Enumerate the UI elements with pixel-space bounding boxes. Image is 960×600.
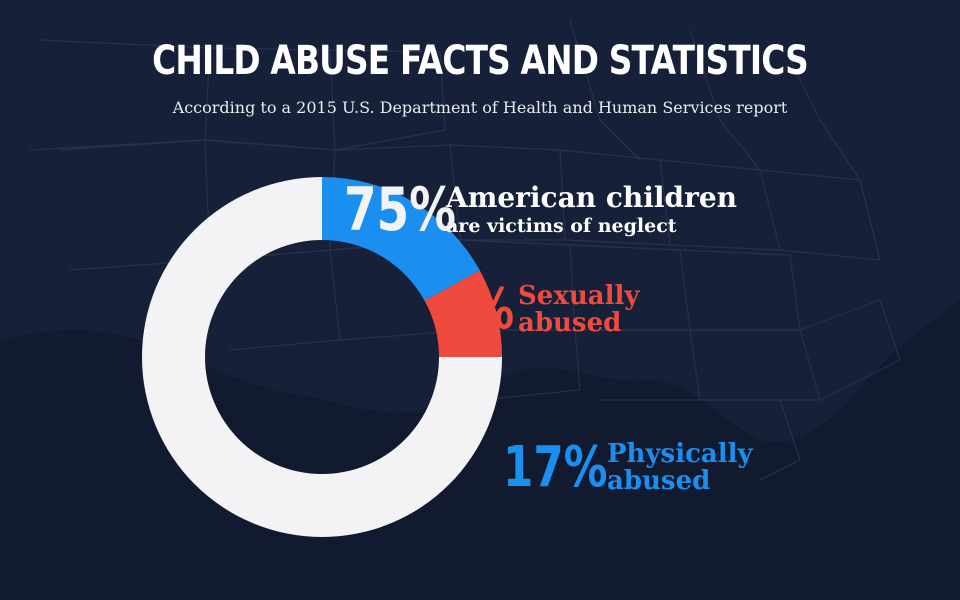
stat-physical: 17% Physically abused [503, 440, 753, 496]
donut-segment-sexual [424, 270, 502, 357]
stat-sexual: 8% Sexually abused [440, 282, 639, 338]
neglect-percent: 75% [344, 175, 457, 245]
physical-label: Physically abused [607, 438, 753, 496]
physical-label-line1: Physically [607, 438, 753, 469]
neglect-label: American children are victims of neglect [446, 183, 737, 236]
stat-neglect: 75% American children are victims of neg… [344, 180, 737, 240]
sexual-label-line1: Sexually [518, 280, 640, 311]
sexual-percent: 8% [440, 277, 515, 342]
donut-segment-neglect [142, 177, 502, 537]
donut-segment-physical [322, 177, 480, 301]
subtitle: According to a 2015 U.S. Department of H… [172, 98, 788, 117]
page-title: CHILD ABUSE FACTS AND STATISTICS [152, 38, 809, 84]
neglect-label-main: American children [446, 181, 738, 215]
sexual-label: Sexually abused [518, 280, 640, 338]
neglect-label-sub: are victims of neglect [446, 214, 677, 237]
physical-percent: 17% [503, 435, 608, 500]
sexual-label-line2: abused [518, 308, 622, 338]
physical-label-line2: abused [607, 466, 711, 496]
